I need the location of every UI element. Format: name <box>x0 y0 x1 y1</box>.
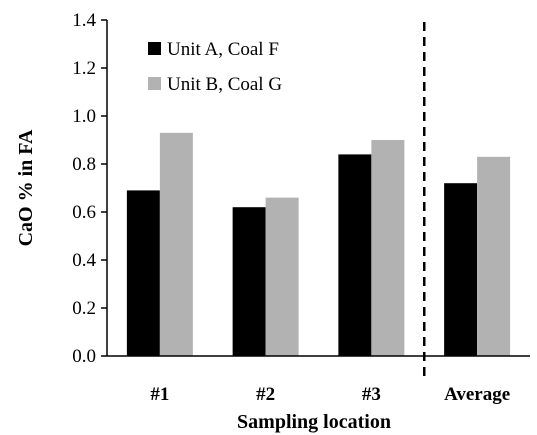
bar-unit-a-3 <box>338 154 372 356</box>
y-tick-label: 1.2 <box>72 58 96 79</box>
y-tick-label: 1.4 <box>72 10 96 31</box>
y-tick-label: 0.6 <box>72 202 96 223</box>
x-axis-title: Sampling location <box>237 411 391 433</box>
bar-unit-a-1 <box>126 190 160 356</box>
x-tick-label: #3 <box>362 384 381 405</box>
y-axis-ticks: 0.0 0.2 0.4 0.6 0.8 1.0 1.2 1.4 <box>72 10 107 367</box>
bar-unit-a-4 <box>444 183 478 356</box>
x-tick-label: Average <box>444 384 510 405</box>
bar-unit-b-2 <box>265 197 299 356</box>
y-tick-label: 0.8 <box>72 154 96 175</box>
axes <box>106 20 530 380</box>
legend-swatch-unit-b <box>148 77 161 90</box>
y-tick-label: 1.0 <box>72 106 96 127</box>
bar-unit-b-3 <box>371 140 405 356</box>
legend-swatch-unit-a <box>148 42 161 55</box>
y-tick-label: 0.2 <box>72 298 96 319</box>
bar-unit-a-2 <box>232 207 266 356</box>
x-axis-tick-labels: #1 #2 #3 Average <box>150 384 510 405</box>
bars <box>126 132 511 356</box>
legend-label-unit-b: Unit B, Coal G <box>167 74 282 95</box>
x-tick-label: #1 <box>150 384 169 405</box>
y-tick-label: 0.4 <box>72 250 96 271</box>
legend-label-unit-a: Unit A, Coal F <box>167 39 279 60</box>
bar-unit-b-1 <box>159 132 193 356</box>
legend: Unit A, Coal F Unit B, Coal G <box>148 39 282 95</box>
x-tick-label: #2 <box>256 384 275 405</box>
y-tick-label: 0.0 <box>72 346 96 367</box>
y-axis-title: CaO % in FA <box>15 129 37 246</box>
bar-unit-b-4 <box>477 156 511 356</box>
